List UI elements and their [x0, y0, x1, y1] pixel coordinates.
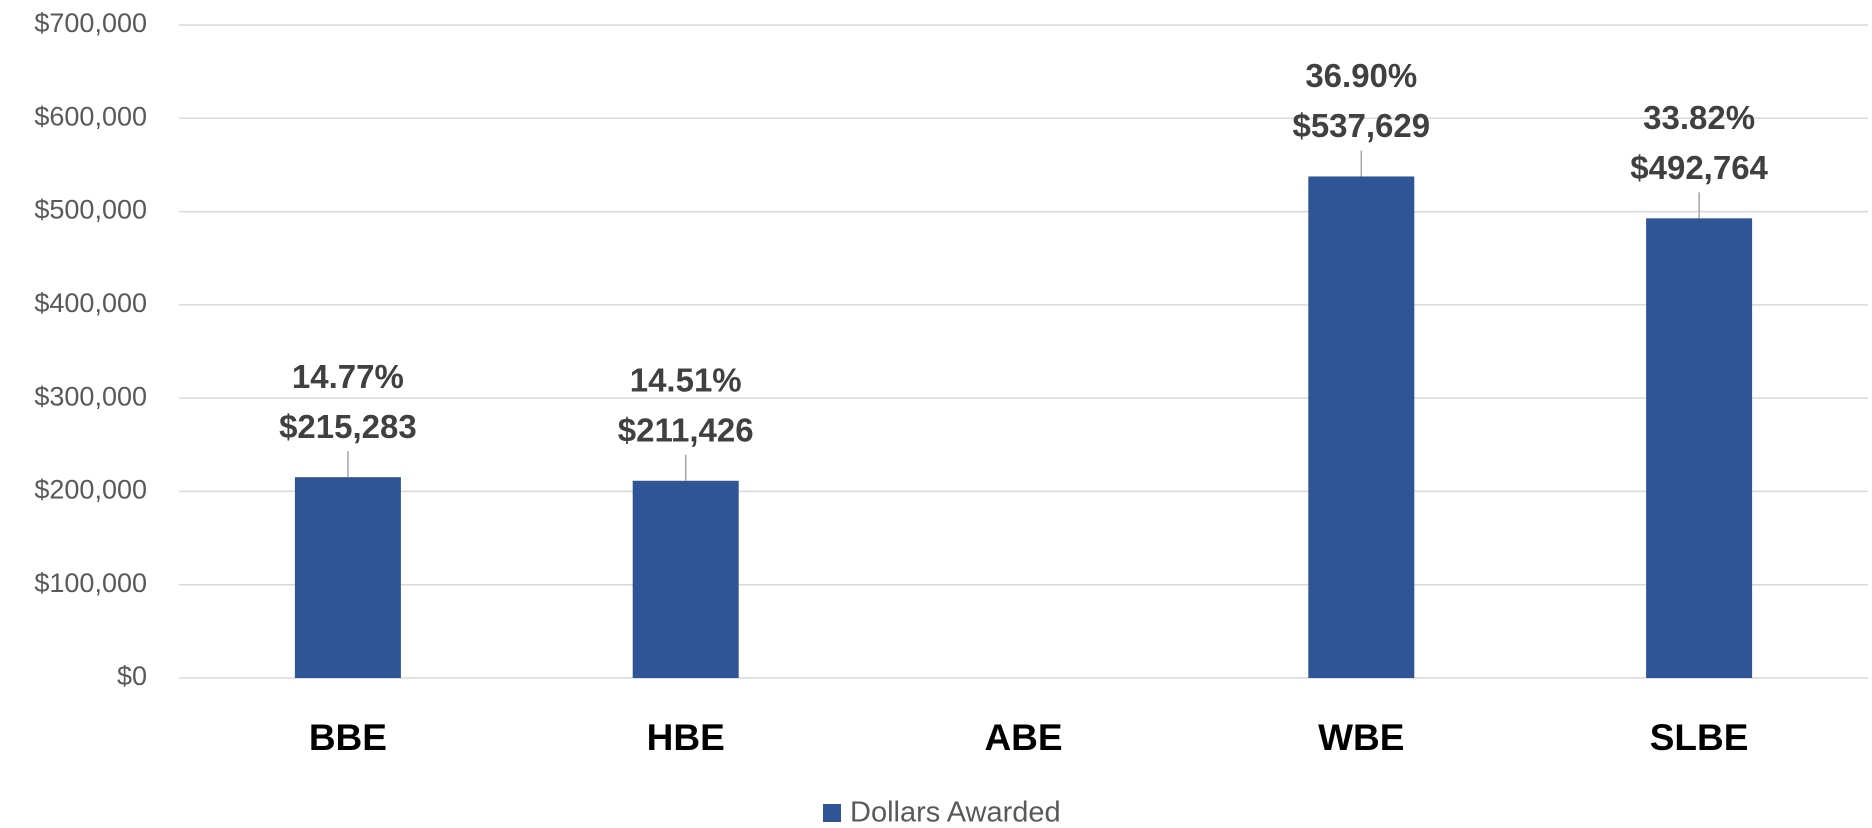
y-tick-label: $100,000	[34, 568, 147, 598]
data-label-value: $537,629	[1292, 107, 1430, 144]
y-tick-label: $400,000	[34, 288, 147, 318]
y-tick-label: $0	[117, 661, 147, 691]
legend-label: Dollars Awarded	[850, 797, 1061, 828]
y-tick-label: $600,000	[34, 101, 147, 131]
data-label-percent: 36.90%	[1305, 57, 1417, 94]
y-tick-label: $500,000	[34, 195, 147, 225]
y-tick-label: $200,000	[34, 475, 147, 505]
legend-swatch	[823, 804, 841, 822]
data-label-value: $211,426	[618, 411, 754, 448]
bar	[294, 477, 401, 678]
data-label-value: $215,283	[279, 408, 417, 445]
x-tick-label: ABE	[984, 717, 1062, 758]
data-label-value: $492,764	[1630, 149, 1768, 186]
bar	[1646, 218, 1753, 678]
y-tick-label: $700,000	[34, 8, 147, 38]
x-tick-label: BBE	[309, 717, 387, 758]
x-tick-label: SLBE	[1650, 717, 1749, 758]
bar	[1308, 176, 1415, 679]
x-tick-label: WBE	[1318, 717, 1404, 758]
data-label-percent: 33.82%	[1643, 99, 1755, 136]
x-tick-label: HBE	[647, 717, 725, 758]
y-tick-label: $300,000	[34, 381, 147, 411]
data-label-percent: 14.77%	[292, 358, 404, 395]
bar	[632, 480, 739, 678]
data-label-percent: 14.51%	[630, 361, 742, 398]
